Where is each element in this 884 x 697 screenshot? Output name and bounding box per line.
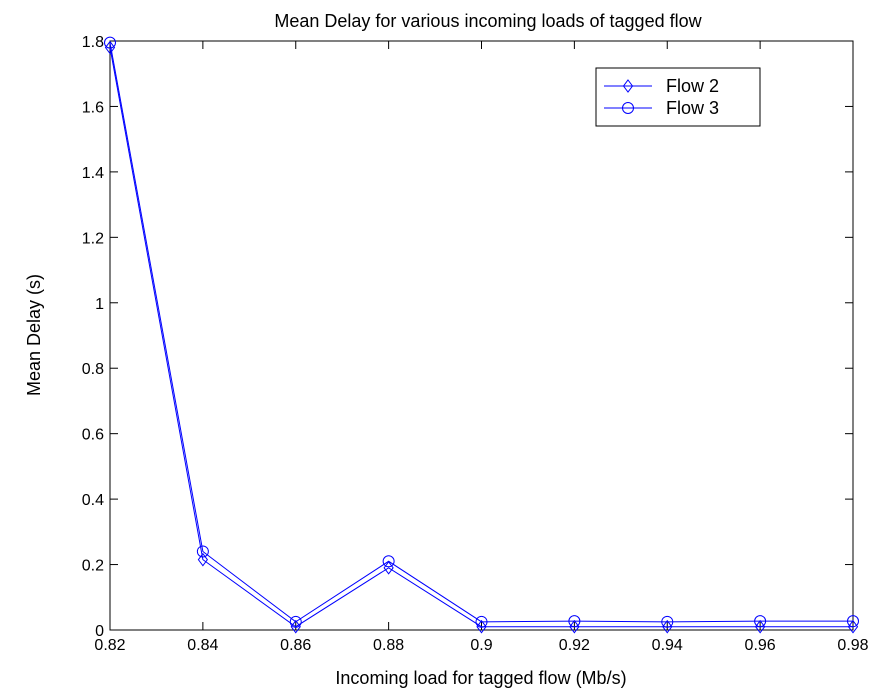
data-point-flow-2 [476, 619, 487, 634]
data-point-flow-3 [568, 615, 581, 628]
y-tick-label: 1.6 [82, 99, 104, 116]
y-tick-label: 1.4 [82, 165, 104, 182]
y-tick-label: 0.6 [82, 427, 104, 444]
legend-marker-flow-3 [622, 102, 634, 114]
series-layer [104, 36, 859, 634]
x-tick-label: 0.84 [187, 637, 218, 654]
legend-label-flow-3: Flow 3 [666, 98, 719, 118]
data-point-flow-2 [847, 619, 859, 634]
data-point-flow-3 [382, 555, 395, 568]
y-tick-label: 0.4 [82, 492, 104, 509]
y-tick-label: 1.8 [82, 34, 104, 51]
y-tick-label: 0.8 [82, 361, 104, 378]
x-tick-label: 0.98 [837, 637, 868, 654]
chart-title: Mean Delay for various incoming loads of… [274, 11, 702, 31]
legend-box [595, 67, 761, 127]
y-tick-label: 0 [95, 623, 104, 640]
x-axis-label: Incoming load for tagged flow (Mb/s) [335, 668, 626, 688]
x-tick-label: 0.96 [745, 637, 776, 654]
data-point-flow-3 [475, 615, 488, 628]
y-axis-label: Mean Delay (s) [24, 274, 44, 396]
legend-marker-flow-2 [622, 79, 634, 93]
y-tick-label: 0.2 [82, 558, 104, 575]
x-tick-label: 0.9 [470, 637, 492, 654]
data-point-flow-3 [847, 615, 859, 628]
y-tick-label: 1 [95, 296, 104, 313]
data-point-flow-2 [197, 552, 208, 567]
series-line-flow-2 [109, 47, 853, 628]
data-point-flow-2 [290, 619, 301, 634]
legend-label-flow-2: Flow 2 [666, 76, 719, 96]
data-point-flow-2 [104, 40, 116, 55]
data-point-flow-2 [662, 619, 673, 634]
data-point-flow-3 [754, 615, 767, 628]
x-tick-label: 0.82 [94, 637, 125, 654]
x-tick-label: 0.86 [280, 637, 311, 654]
series-line-flow-3 [109, 42, 853, 623]
data-point-flow-3 [289, 615, 302, 628]
series-flow-3 [104, 36, 859, 628]
data-point-flow-2 [755, 619, 766, 634]
x-tick-label: 0.94 [652, 637, 683, 654]
plot-frame [109, 40, 854, 631]
data-point-flow-3 [196, 545, 209, 558]
axis-ticks: 0.82 0.84 0.86 0.88 0.9 0.92 0.94 0.96 0.98 0 0.2 0… [82, 34, 869, 654]
data-point-flow-3 [104, 36, 116, 49]
x-tick-label: 0.88 [373, 637, 404, 654]
data-point-flow-2 [569, 619, 580, 634]
data-point-flow-3 [661, 615, 674, 628]
x-tick-label: 0.92 [559, 637, 590, 654]
y-tick-label: 1.2 [82, 230, 104, 247]
